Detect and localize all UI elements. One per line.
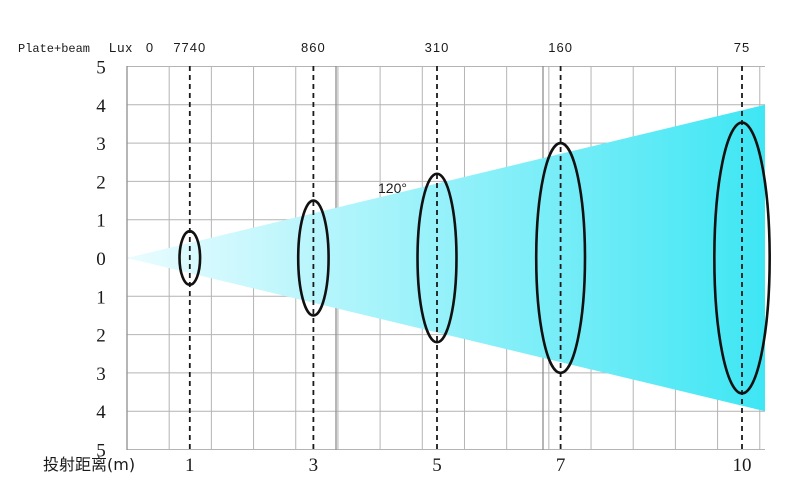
y-tick-label: 5 <box>96 441 106 462</box>
distance-tick-label: 3 <box>309 455 319 476</box>
lux-value-label: 160 <box>548 40 573 55</box>
lux-value-label: 310 <box>425 40 450 55</box>
y-tick-label: 0 <box>96 249 106 270</box>
y-tick-label: 4 <box>96 96 106 117</box>
distance-markers <box>188 66 743 450</box>
y-tick-label: 1 <box>96 287 106 308</box>
y-tick-label: 2 <box>96 172 106 193</box>
y-tick-label: 2 <box>96 326 106 347</box>
lux-origin-value: 0 <box>146 40 154 55</box>
y-axis-ticks: 5 4 3 2 1 0 1 2 3 4 5 <box>96 58 106 462</box>
header-label: Plate+beam <box>18 42 90 56</box>
beam-spot-ellipse <box>296 199 330 317</box>
beam-spot-ellipse <box>534 141 587 375</box>
lux-unit-label: Lux <box>109 40 133 55</box>
distance-tick-label: 5 <box>432 455 442 476</box>
y-tick-label: 5 <box>96 58 106 79</box>
lux-value-label: 75 <box>734 40 750 55</box>
beam-spots <box>178 121 771 395</box>
lux-value-label: 7740 <box>173 40 206 55</box>
y-tick-label: 4 <box>96 402 106 423</box>
beam-spot-ellipse <box>416 172 458 344</box>
lux-value-label: 860 <box>301 40 326 55</box>
beam-cone <box>127 104 765 412</box>
beam-angle-label: 120° <box>378 180 407 196</box>
x-axis-ticks: 1 3 5 7 10 <box>185 455 751 476</box>
distance-tick-label: 1 <box>185 455 195 476</box>
y-tick-label: 1 <box>96 211 106 232</box>
beam-spot-ellipse <box>178 229 202 287</box>
beam-spot-ellipse <box>713 121 771 395</box>
y-tick-label: 3 <box>96 364 106 385</box>
distance-tick-label: 10 <box>733 455 752 476</box>
y-tick-label: 3 <box>96 134 106 155</box>
lux-values: 7740 860 310 160 75 <box>173 40 750 55</box>
x-axis-title: 投射距离(m) <box>43 455 135 474</box>
distance-tick-label: 7 <box>556 455 566 476</box>
